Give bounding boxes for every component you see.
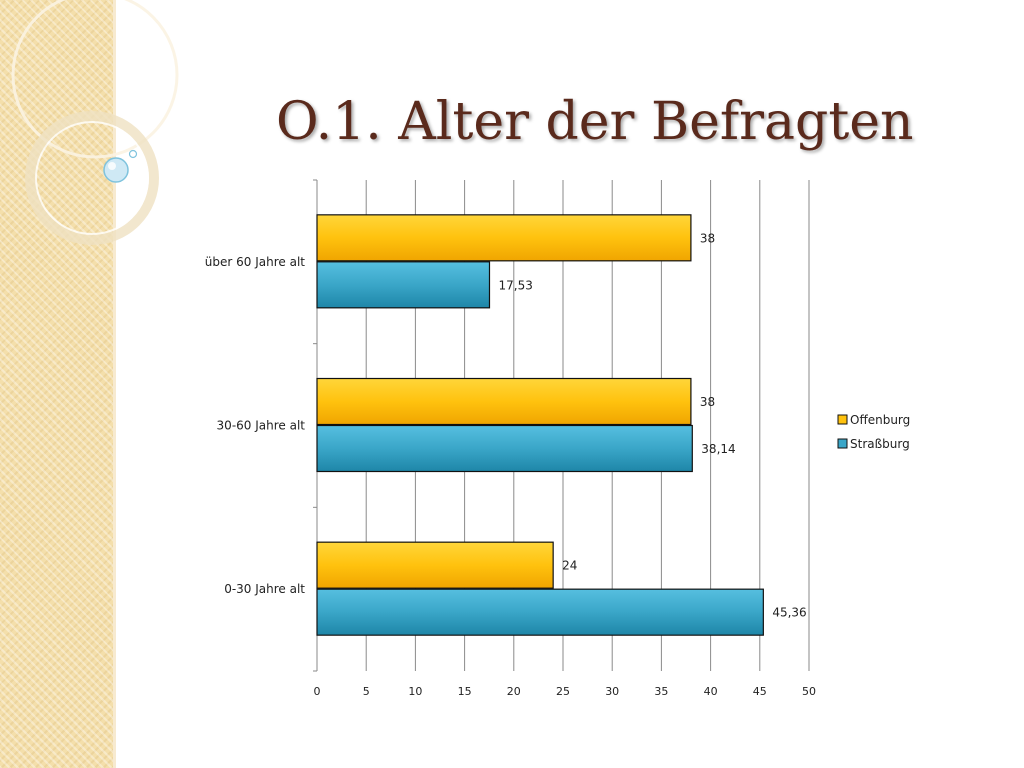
- x-tick-label: 25: [556, 685, 570, 698]
- category-label: 30-60 Jahre alt: [217, 419, 306, 433]
- x-tick-label: 45: [753, 685, 767, 698]
- bar-offenburg: [316, 214, 692, 262]
- x-tick-label: 15: [458, 685, 472, 698]
- bar-strassburg: [316, 261, 491, 309]
- bar-strassburg: [316, 424, 693, 473]
- data-label: 17,53: [498, 278, 532, 292]
- x-tick-label: 0: [314, 685, 321, 698]
- data-label: 24: [562, 559, 577, 573]
- legend-swatch: [837, 414, 848, 425]
- decorative-rings: [11, 0, 179, 245]
- data-label: 38,14: [701, 442, 735, 456]
- category-label: über 60 Jahre alt: [205, 255, 305, 269]
- data-label: 38: [700, 395, 715, 409]
- x-tick-label: 10: [408, 685, 422, 698]
- x-tick-label: 50: [802, 685, 816, 698]
- x-tick-label: 20: [507, 685, 521, 698]
- legend-swatch: [837, 438, 848, 449]
- x-tick-label: 40: [704, 685, 718, 698]
- bar-offenburg: [316, 377, 692, 426]
- data-label: 45,36: [772, 606, 806, 620]
- legend-label: Straßburg: [850, 437, 910, 451]
- legend-label: Offenburg: [850, 413, 910, 427]
- category-label: 0-30 Jahre alt: [224, 582, 305, 596]
- x-tick-label: 5: [363, 685, 370, 698]
- bar-strassburg: [316, 588, 764, 636]
- x-tick-label: 35: [654, 685, 668, 698]
- x-tick-label: 30: [605, 685, 619, 698]
- bar-offenburg: [316, 541, 554, 589]
- slide-title: O.1. Alter der Befragten: [276, 92, 914, 152]
- data-label: 38: [700, 231, 715, 245]
